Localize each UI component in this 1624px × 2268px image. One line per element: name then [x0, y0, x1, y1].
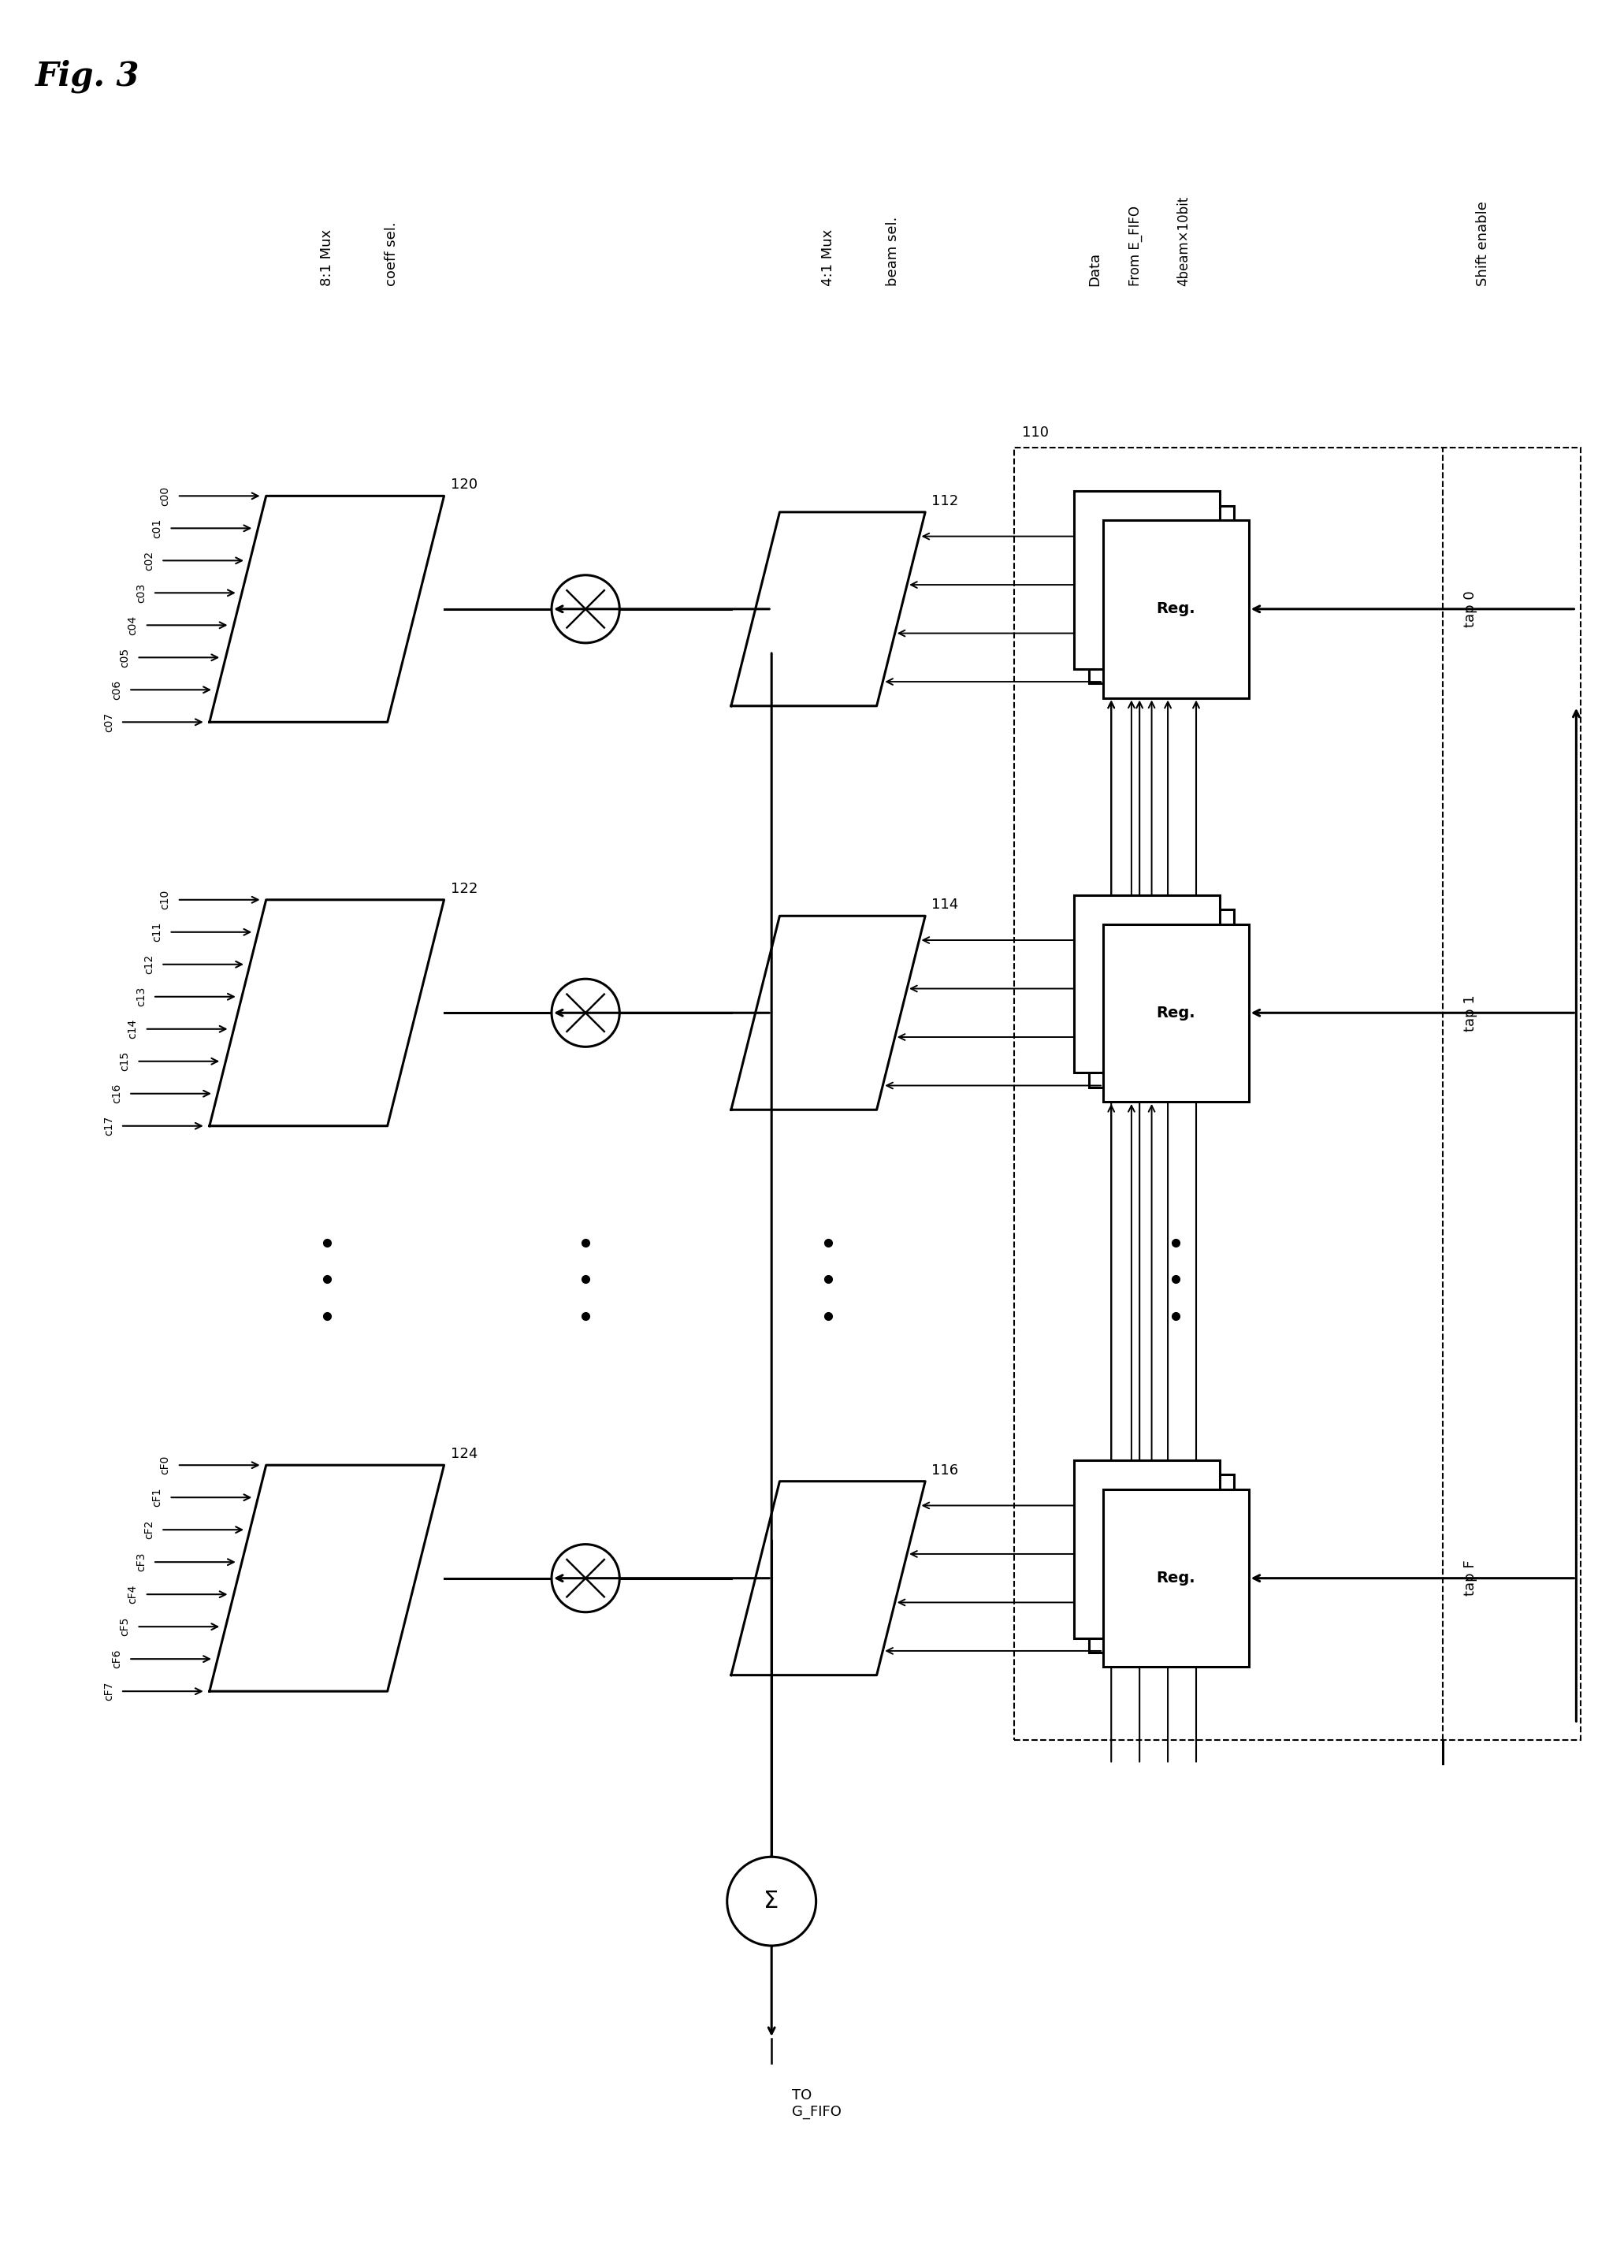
Text: c15: c15 — [119, 1052, 130, 1070]
Bar — [1103, 1490, 1249, 1667]
Text: c10: c10 — [159, 889, 171, 909]
Bar — [1103, 923, 1249, 1102]
Text: c05: c05 — [119, 649, 130, 667]
Text: cF2: cF2 — [143, 1520, 154, 1540]
Bar — [1088, 506, 1234, 683]
Text: 122: 122 — [450, 882, 477, 896]
Bar — [1013, 447, 1580, 1740]
Text: c06: c06 — [110, 680, 122, 701]
Text: Σ: Σ — [763, 1889, 780, 1912]
Text: c11: c11 — [151, 923, 162, 941]
Text: cF7: cF7 — [102, 1681, 114, 1701]
Text: c07: c07 — [102, 712, 114, 733]
Text: c00: c00 — [159, 485, 171, 506]
Text: cF5: cF5 — [119, 1617, 130, 1635]
Text: c12: c12 — [143, 955, 154, 975]
Text: beam sel.: beam sel. — [885, 215, 900, 286]
Text: 112: 112 — [932, 494, 958, 508]
Text: From E_FIFO: From E_FIFO — [1129, 206, 1143, 286]
Circle shape — [552, 980, 619, 1048]
Bar — [1103, 519, 1249, 699]
Text: Data: Data — [1088, 252, 1103, 286]
Text: c13: c13 — [135, 987, 146, 1007]
Circle shape — [728, 1857, 815, 1946]
Text: 110: 110 — [1021, 424, 1049, 440]
Bar — [1073, 492, 1220, 669]
Text: 4beam×10bit: 4beam×10bit — [1177, 195, 1190, 286]
Text: cF1: cF1 — [151, 1488, 162, 1508]
Bar — [1088, 909, 1234, 1086]
Text: tap 1: tap 1 — [1463, 993, 1478, 1032]
Text: tap F: tap F — [1463, 1560, 1478, 1597]
Text: c04: c04 — [127, 615, 138, 635]
Circle shape — [552, 1545, 619, 1613]
Text: cF0: cF0 — [159, 1456, 171, 1474]
Text: c02: c02 — [143, 551, 154, 572]
Text: Reg.: Reg. — [1156, 1005, 1195, 1021]
Text: c14: c14 — [127, 1018, 138, 1039]
Text: coeff sel.: coeff sel. — [385, 222, 398, 286]
Text: Shift enable: Shift enable — [1476, 202, 1491, 286]
Text: cF4: cF4 — [127, 1585, 138, 1603]
Bar — [1073, 1461, 1220, 1637]
Text: 114: 114 — [932, 898, 958, 912]
Text: 120: 120 — [450, 479, 477, 492]
Text: 4:1 Mux: 4:1 Mux — [822, 229, 835, 286]
Text: c03: c03 — [135, 583, 146, 603]
Text: Reg.: Reg. — [1156, 1572, 1195, 1585]
Circle shape — [552, 576, 619, 642]
Text: cF3: cF3 — [135, 1554, 146, 1572]
Text: Fig. 3: Fig. 3 — [36, 59, 140, 93]
Bar — [1073, 896, 1220, 1073]
Text: c17: c17 — [102, 1116, 114, 1136]
Text: 8:1 Mux: 8:1 Mux — [320, 229, 335, 286]
Text: cF6: cF6 — [110, 1649, 122, 1669]
Text: tap 0: tap 0 — [1463, 590, 1478, 628]
Text: 124: 124 — [450, 1447, 477, 1461]
Bar — [1088, 1474, 1234, 1653]
Text: TO
G_FIFO: TO G_FIFO — [793, 2089, 841, 2118]
Text: c16: c16 — [110, 1084, 122, 1105]
Text: 116: 116 — [932, 1463, 958, 1476]
Text: Reg.: Reg. — [1156, 601, 1195, 617]
Text: c01: c01 — [151, 519, 162, 538]
